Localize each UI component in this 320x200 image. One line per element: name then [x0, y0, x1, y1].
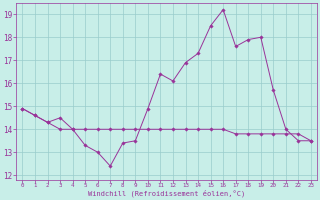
- X-axis label: Windchill (Refroidissement éolien,°C): Windchill (Refroidissement éolien,°C): [88, 190, 245, 197]
